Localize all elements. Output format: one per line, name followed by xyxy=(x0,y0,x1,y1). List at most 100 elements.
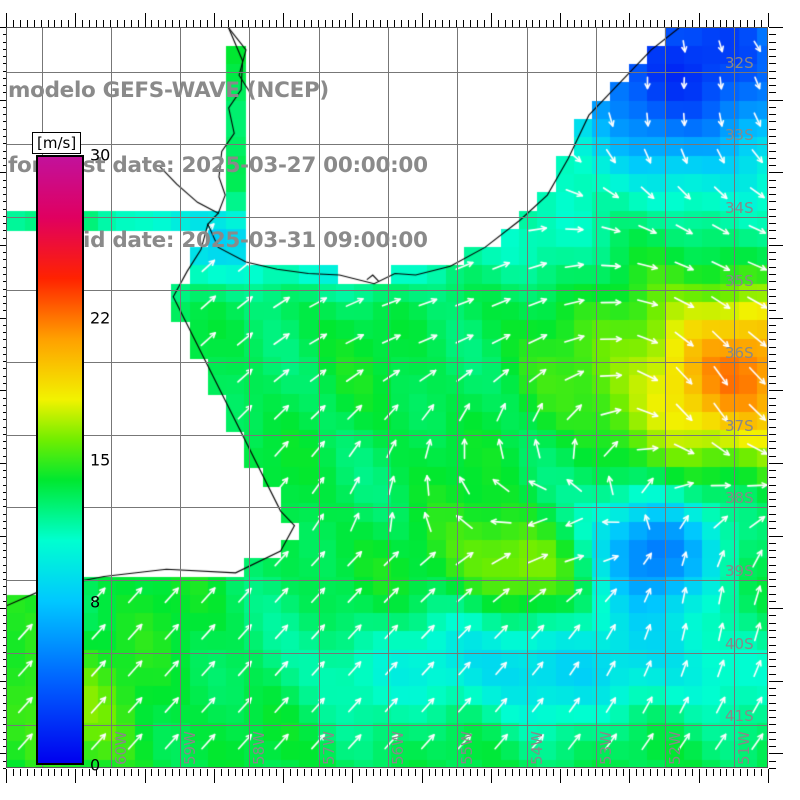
tick-mark xyxy=(769,354,776,355)
tick-mark xyxy=(3,768,6,769)
right-tick-axis xyxy=(769,27,784,769)
gridline-lat-41S xyxy=(7,725,767,726)
tick-mark xyxy=(769,608,783,609)
tick-mark xyxy=(769,368,776,369)
tick-mark xyxy=(643,20,644,27)
tick-mark xyxy=(769,659,776,660)
gridline-lon-51W xyxy=(734,28,735,767)
wind-speed-field xyxy=(7,28,767,767)
tick-mark xyxy=(214,769,215,783)
tick-mark xyxy=(408,20,409,27)
tick-mark xyxy=(3,274,6,275)
tick-mark xyxy=(3,180,6,181)
lon-label-52W: 52W xyxy=(666,731,685,765)
tick-mark xyxy=(3,209,6,210)
lon-label-54W: 54W xyxy=(527,731,546,765)
tick-mark xyxy=(546,20,547,27)
tick-mark xyxy=(27,20,28,27)
gridline-lon-55W xyxy=(457,28,458,767)
gridline-lat-37S xyxy=(7,435,767,436)
tick-mark xyxy=(3,477,6,478)
tick-mark xyxy=(740,20,741,27)
tick-mark xyxy=(3,223,6,224)
tick-mark xyxy=(643,769,644,776)
tick-mark xyxy=(3,434,6,435)
tick-mark xyxy=(769,85,776,86)
tick-mark xyxy=(332,20,333,27)
tick-mark xyxy=(117,769,118,776)
tick-mark xyxy=(3,427,6,428)
lon-label-53W: 53W xyxy=(596,731,615,765)
tick-mark xyxy=(769,746,776,747)
tick-mark xyxy=(276,769,277,776)
tick-mark xyxy=(269,769,270,776)
tick-mark xyxy=(769,34,776,35)
tick-mark xyxy=(463,769,464,776)
tick-mark xyxy=(3,376,6,377)
tick-mark xyxy=(769,27,783,28)
tick-mark xyxy=(262,20,263,27)
tick-mark xyxy=(769,318,783,319)
tick-mark xyxy=(769,201,776,202)
tick-mark xyxy=(769,49,776,50)
tick-mark xyxy=(3,78,6,79)
tick-mark xyxy=(769,107,776,108)
tick-mark xyxy=(3,572,6,573)
tick-mark xyxy=(595,769,596,776)
tick-mark xyxy=(325,20,326,27)
tick-mark xyxy=(574,769,575,776)
gridline-lat-39S xyxy=(7,580,767,581)
tick-mark xyxy=(720,20,721,27)
tick-mark xyxy=(3,151,6,152)
tick-mark xyxy=(769,594,776,595)
tick-mark xyxy=(769,521,776,522)
tick-mark xyxy=(311,20,312,27)
tick-mark xyxy=(616,20,617,27)
tick-mark xyxy=(769,768,776,769)
tick-mark xyxy=(145,769,146,783)
tick-mark xyxy=(560,13,561,27)
tick-mark xyxy=(761,769,762,776)
tick-mark xyxy=(422,769,423,783)
tick-mark xyxy=(248,769,249,776)
lon-label-56W: 56W xyxy=(389,731,407,765)
tick-mark xyxy=(769,463,783,464)
tick-mark xyxy=(769,674,776,675)
tick-mark xyxy=(3,645,6,646)
tick-mark xyxy=(664,20,665,27)
tick-mark xyxy=(3,579,6,580)
tick-mark xyxy=(769,666,776,667)
tick-mark xyxy=(290,20,291,27)
tick-mark xyxy=(3,594,6,595)
tick-mark xyxy=(456,20,457,27)
tick-mark xyxy=(519,20,520,27)
tick-mark xyxy=(769,230,776,231)
tick-mark xyxy=(769,310,776,311)
tick-mark xyxy=(3,114,6,115)
lat-label-35S: 35S xyxy=(725,271,754,290)
lon-label-58W: 58W xyxy=(250,731,269,765)
tick-mark xyxy=(13,769,14,776)
tick-mark xyxy=(623,769,624,776)
tick-mark xyxy=(3,492,6,493)
tick-mark xyxy=(3,419,6,420)
tick-mark xyxy=(761,20,762,27)
tick-mark xyxy=(692,20,693,27)
tick-mark xyxy=(158,20,159,27)
tick-mark xyxy=(276,20,277,27)
tick-mark xyxy=(769,623,776,624)
tick-mark xyxy=(769,710,776,711)
tick-mark xyxy=(769,543,776,544)
tick-mark xyxy=(505,769,506,776)
tick-mark xyxy=(283,769,284,783)
tick-mark xyxy=(769,325,776,326)
tick-mark xyxy=(3,674,6,675)
tick-mark xyxy=(671,20,672,27)
tick-mark xyxy=(3,630,6,631)
tick-mark xyxy=(588,20,589,27)
tick-mark xyxy=(769,586,776,587)
gridline-lat-34S xyxy=(7,217,767,218)
tick-mark xyxy=(470,20,471,27)
tick-mark xyxy=(345,20,346,27)
tick-mark xyxy=(297,20,298,27)
